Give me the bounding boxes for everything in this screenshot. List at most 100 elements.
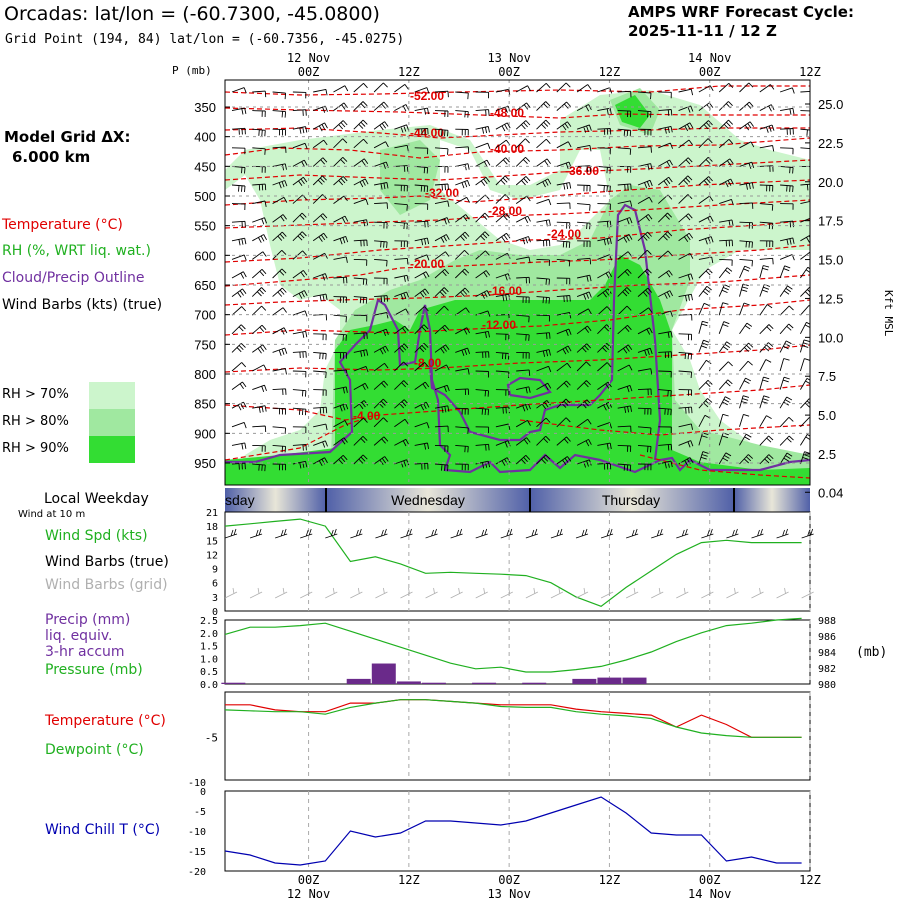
wind-barb [637,444,652,453]
wind-barb [434,405,450,413]
legend-dewpoint-series: Dewpoint (°C) [45,742,144,758]
wind-barb [252,217,268,225]
wind-barb [394,274,409,282]
wind-barb [577,257,592,265]
wind-barb [698,339,710,353]
wind-barb [779,265,791,279]
height-tick-label: 22.5 [818,136,843,151]
wind-barb [597,362,612,372]
legend-temperature: Temperature (°C) [2,217,123,233]
wind-barb [272,214,287,223]
wind-barb [739,240,753,248]
wind-barb [617,405,633,413]
wind-barb [719,258,733,266]
wind-barb [678,232,694,242]
wind-barb [698,176,713,186]
wind-barb [515,420,531,428]
panel-frame [224,511,811,612]
page-title: Orcadas: lat/lon = (-60.7300, -45.0800) [4,3,380,25]
wind-barb [678,423,694,430]
wind-barb [658,443,673,451]
wind-barb [353,349,369,357]
wind-barb [718,158,734,167]
wind-barb [475,231,490,242]
wind-barb-true [500,528,513,539]
wind-barb [475,126,490,134]
wind-barb [678,213,693,223]
temperature-contour [225,384,810,421]
temperature-contour [225,107,810,119]
wind-barb [739,342,754,353]
wind-barb [455,388,470,396]
wind-barb [313,333,327,341]
wind-barb [536,400,551,410]
temperature-contour [225,179,810,206]
wind-barb [455,368,470,375]
bottom-time-label: 00Z [498,873,520,887]
wind-barb [515,156,531,167]
wind-barb [475,330,490,338]
wind-barb [637,231,652,242]
wind-barb [780,128,794,135]
local-weekday-label: Local Weekday [44,491,149,507]
wind-barb-true [249,528,263,539]
wind-barb [333,138,348,149]
wind-barb [800,398,810,409]
wind-barb [455,91,469,100]
wind-barb [779,416,794,428]
wind-barb [678,175,693,186]
wind-barb [759,221,774,230]
wind-barb-true [676,528,689,539]
weekday-label: sday [225,492,255,508]
wind-barb-grid [676,587,689,599]
wind-barb [718,413,729,427]
wind-barb [759,435,774,446]
wind-barb [799,339,810,353]
wind-barb [292,370,307,378]
wind-barb [292,231,307,242]
y-tick-label: -5 [194,807,206,818]
legend-rh: RH (%, WRT liq. wat.) [2,243,151,259]
wind-barb [759,395,770,409]
pressure-line [224,617,802,673]
wind-barb [759,104,775,112]
wind-barb [292,426,307,434]
cloud-outline-2 [428,203,662,461]
wind-barb [536,119,551,130]
wind-barb [779,285,793,297]
wind-barb [231,254,247,261]
wind-barb [313,406,328,414]
wind-barb [556,456,572,466]
wind-barb-grid [575,587,589,599]
wind-barb-grid [726,587,739,599]
wind-barb [678,88,694,96]
wind-barb [576,84,592,93]
wind-barb [617,147,632,155]
wind-barb [597,237,612,246]
wind-barb-grid [274,587,288,599]
wind-barb [414,220,429,228]
wind-barb-grid [350,587,363,599]
wind-barb [454,231,470,242]
wind-barb [516,314,530,323]
wind-barb [800,251,810,260]
wind-barb [454,268,470,279]
wind-barb [678,370,693,379]
wind-barb [597,422,613,429]
bottom-time-label: 12Z [799,873,821,887]
wind-barb [252,463,266,472]
wind-barb [718,361,733,372]
wind-barb [739,101,754,111]
wind-barb [394,203,408,211]
pressure-tick-label: 650 [194,278,216,293]
legend-swatch-rh80 [89,409,135,436]
wind-barb [312,252,328,260]
legend-rh80: RH > 80% [2,414,69,429]
weekday-seg-wed [326,488,530,512]
wind-barb [353,435,368,446]
wind-barb [353,258,368,266]
wind-barb [292,460,308,469]
wind-barb [779,87,795,94]
wind-barb [617,324,632,335]
wind-barb [475,250,490,260]
